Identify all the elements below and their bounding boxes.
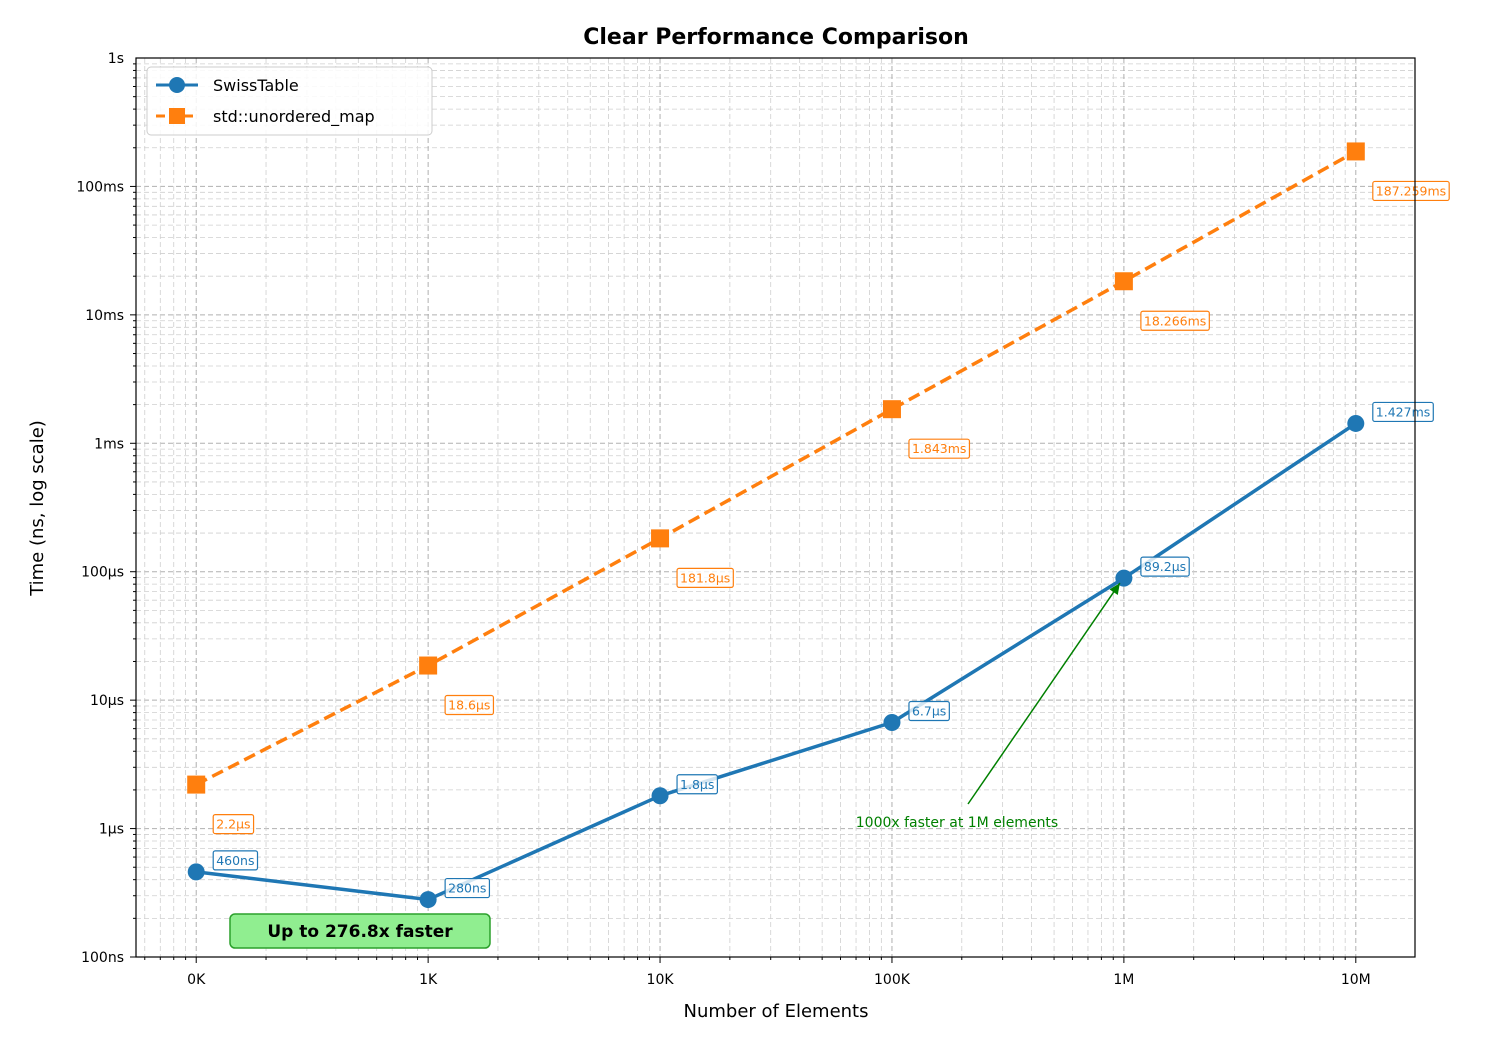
data-label-std-unordered-map: 18.6μs [444, 694, 495, 716]
data-label-swisstable: 280ns [444, 877, 491, 899]
x-tick-label: 10M [1341, 972, 1371, 988]
data-point-std-unordered-map [187, 775, 206, 794]
data-point-std-unordered-map [419, 656, 438, 675]
data-label-text: 18.266ms [1144, 313, 1206, 328]
data-label-box [1372, 180, 1450, 202]
data-label-text: 18.6μs [448, 698, 490, 713]
y-tick-label: 1ms [94, 436, 124, 452]
data-label-std-unordered-map: 1.843ms [908, 438, 971, 459]
data-label-text: 181.8μs [680, 570, 730, 585]
data-label-std-unordered-map: 181.8μs [676, 567, 734, 588]
x-tick-label: 100K [874, 972, 911, 988]
x-tick-label: 10K [647, 972, 675, 988]
data-label-swisstable: 1.8μs [676, 774, 719, 795]
data-point-swisstable [419, 891, 437, 909]
data-label-box [676, 567, 734, 588]
data-label-box [908, 438, 971, 459]
data-label-text: 2.2μs [216, 817, 250, 832]
annotations: 1000x faster at 1M elements [856, 582, 1121, 831]
x-tick-label: 1M [1113, 972, 1134, 988]
data-label-box [444, 877, 491, 899]
speedup-callout-text: Up to 276.8x faster [267, 922, 453, 942]
y-axis-label: Time (ns, log scale) [27, 420, 48, 597]
speedup-callout-box [229, 913, 491, 949]
x-tick-label: 1K [419, 972, 438, 988]
data-label-std-unordered-map: 187.259ms [1372, 180, 1450, 202]
data-label-swisstable: 89.2μs [1140, 556, 1190, 577]
grid [136, 58, 1415, 958]
data-point-swisstable [1115, 569, 1133, 587]
y-tick-label: 10μs [90, 693, 124, 709]
legend-unordered-map-label: std::unordered_map [213, 107, 375, 127]
legend-swisstable-marker [169, 77, 185, 93]
data-label-swisstable: 1.427ms [1372, 401, 1434, 423]
x-axis-ticks: 0K 1K 10K 100K 1M 10M [144, 957, 1371, 988]
data-label-box [1140, 310, 1210, 331]
data-label-box [1140, 556, 1190, 577]
data-label-std-unordered-map: 2.2μs [212, 813, 255, 835]
data-label-text: 6.7μs [912, 703, 946, 718]
data-label-box [908, 700, 950, 722]
data-label-swisstable: 460ns [212, 850, 259, 871]
y-tick-label: 100ms [76, 179, 124, 195]
y-tick-label: 10ms [85, 308, 124, 324]
data-label-text: 1.843ms [912, 441, 966, 456]
data-label-box [212, 850, 259, 871]
legend: SwissTable std::unordered_map [146, 66, 433, 136]
data-point-swisstable [651, 787, 669, 805]
chart-title: Clear Performance Comparison [583, 25, 968, 50]
annotation-arrowhead [1109, 583, 1120, 595]
data-point-std-unordered-map [882, 400, 901, 419]
legend-box [146, 66, 433, 136]
annotation-arrow [967, 582, 1121, 805]
data-label-std-unordered-map: 18.266ms [1140, 310, 1210, 331]
annotation-text: 1000x faster at 1M elements [856, 815, 1058, 831]
data-label-box [676, 774, 719, 795]
data-label-box [1372, 401, 1434, 423]
data-labels: 460ns 280ns 1.8μs 6.7μs 89.2μs 1.427ms 2.2μs 18… [212, 180, 1450, 899]
plot-frame [135, 57, 1416, 958]
data-point-swisstable [1347, 414, 1365, 432]
y-tick-label: 1μs [99, 822, 124, 838]
data-label-text: 1.8μs [680, 777, 714, 792]
legend-unordered-map-marker [169, 108, 185, 124]
data-label-text: 89.2μs [1144, 559, 1186, 574]
series-layer [187, 142, 1365, 909]
data-label-text: 187.259ms [1376, 183, 1446, 198]
x-tick-label: 0K [187, 972, 206, 988]
y-tick-label: 1s [108, 51, 124, 67]
y-tick-label: 100ns [81, 950, 124, 966]
legend-swisstable-label: SwissTable [213, 76, 299, 95]
data-label-box [444, 694, 495, 716]
data-label-swisstable: 6.7μs [908, 700, 950, 722]
data-label-box [212, 813, 255, 835]
data-label-text: 460ns [216, 853, 254, 868]
data-label-text: 1.427ms [1376, 404, 1430, 419]
speedup-callout: Up to 276.8x faster [229, 913, 491, 949]
data-point-std-unordered-map [1346, 142, 1365, 161]
y-axis-ticks: 100ns 1μs 10μs 100μs 1ms 10ms 100ms 1s [76, 51, 136, 966]
data-point-std-unordered-map [651, 529, 670, 548]
x-axis-label: Number of Elements [683, 1001, 868, 1022]
data-point-swisstable [187, 863, 205, 881]
data-point-swisstable [883, 713, 901, 731]
series-line-std-unordered-map [195, 149, 1357, 787]
data-label-text: 280ns [448, 881, 486, 896]
series-line-swisstable [196, 421, 1357, 902]
data-point-std-unordered-map [1114, 272, 1133, 291]
y-tick-label: 100μs [81, 565, 124, 581]
